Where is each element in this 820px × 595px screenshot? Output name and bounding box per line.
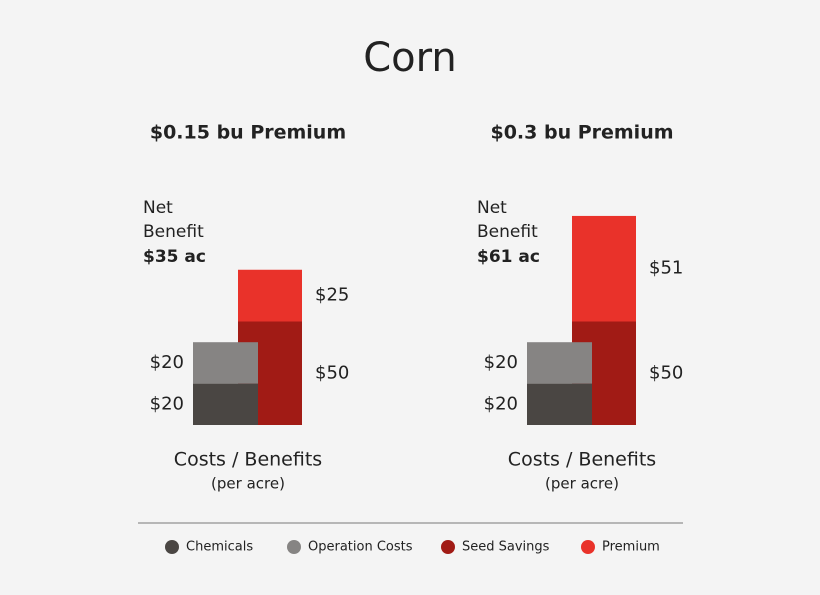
- bar-segment: [527, 342, 592, 384]
- bar-segment: [572, 215, 636, 322]
- bar-segment: [193, 342, 258, 384]
- legend-label: Operation Costs: [308, 540, 413, 555]
- value-label: $20: [484, 393, 518, 414]
- value-label: $50: [649, 362, 683, 383]
- x-axis-label: Costs / Benefits: [174, 449, 322, 471]
- page-title: Corn: [363, 35, 457, 81]
- value-label: $20: [484, 352, 518, 373]
- x-axis-sublabel: (per acre): [211, 475, 285, 493]
- annotation-value: $61 ac: [477, 247, 540, 267]
- bar-segment: [238, 269, 302, 322]
- legend-label: Chemicals: [186, 540, 253, 555]
- x-axis-sublabel: (per acre): [545, 475, 619, 493]
- legend-label: Seed Savings: [462, 540, 550, 555]
- bar-segment: [527, 383, 592, 425]
- value-label: $25: [315, 285, 349, 306]
- annotation-value: $35 ac: [143, 247, 206, 267]
- legend-swatch: [441, 540, 455, 554]
- x-axis-label: Costs / Benefits: [508, 449, 656, 471]
- legend-swatch: [165, 540, 179, 554]
- legend-swatch: [287, 540, 301, 554]
- legend-swatch: [581, 540, 595, 554]
- value-label: $20: [150, 393, 184, 414]
- legend-label: Premium: [602, 540, 660, 555]
- annotation: Net Benefit: [143, 198, 204, 242]
- annotation: Net Benefit: [477, 198, 538, 242]
- bar-segment: [193, 383, 258, 425]
- value-label: $20: [150, 352, 184, 373]
- value-label: $51: [649, 258, 683, 279]
- panel-title: $0.3 bu Premium: [490, 122, 673, 144]
- panel-title: $0.15 bu Premium: [150, 122, 346, 144]
- value-label: $50: [315, 362, 349, 383]
